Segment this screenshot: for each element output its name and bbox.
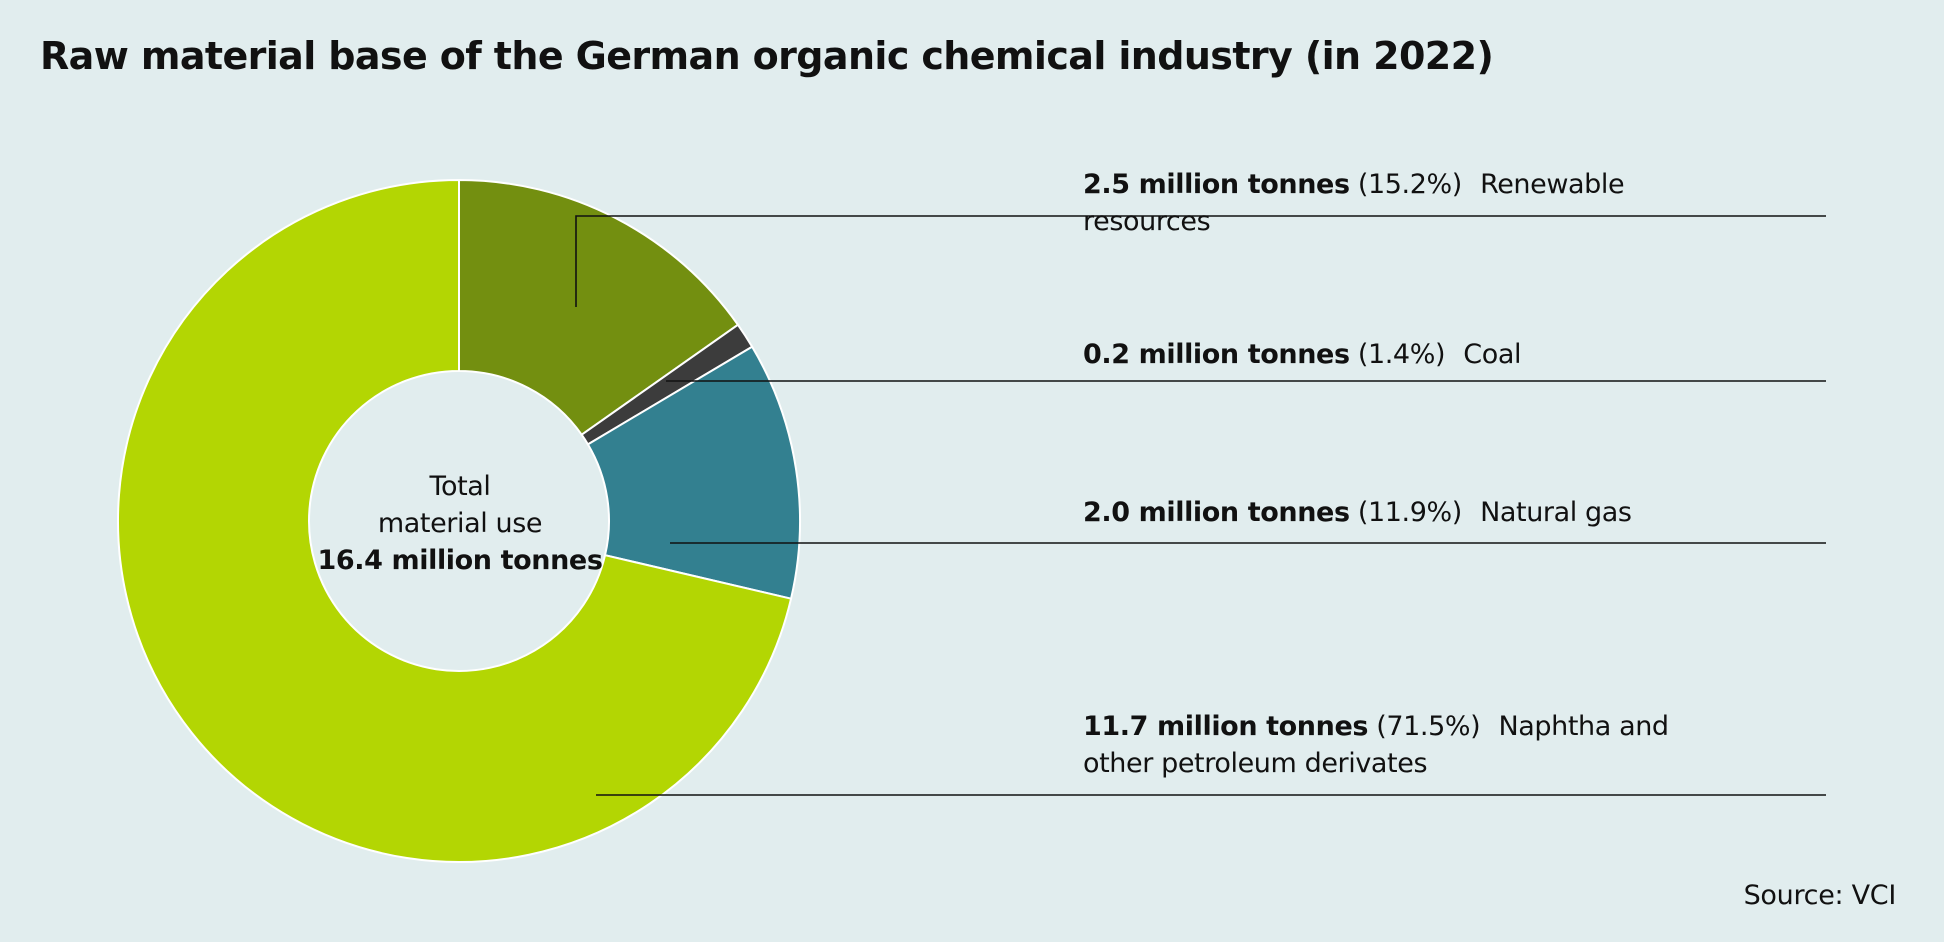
legend-value: 0.2 million tonnes: [1083, 339, 1350, 370]
legend-entry-coal: 0.2 million tonnes (1.4%) Coal: [1083, 336, 1522, 373]
legend-name: Renewable resources: [1083, 169, 1625, 237]
legend-name: Coal: [1463, 339, 1522, 370]
legend-value: 11.7 million tonnes: [1083, 711, 1369, 742]
legend-entry-renewable: 2.5 million tonnes (15.2%) Renewable res…: [1083, 166, 1743, 240]
legend-percent: (11.9%): [1357, 497, 1462, 528]
legend-name: Natural gas: [1480, 497, 1632, 528]
legend-entry-natural-gas: 2.0 million tonnes (11.9%) Natural gas: [1083, 494, 1632, 531]
source-note: Source: VCI: [1743, 880, 1897, 911]
legend-name: Naphtha and other petroleum derivates: [1083, 711, 1669, 779]
legend-value: 2.0 million tonnes: [1083, 497, 1350, 528]
legend-value: 2.5 million tonnes: [1083, 169, 1350, 200]
leader-lines: [575, 215, 1826, 796]
center-total-value: 16.4 million tonnes: [317, 545, 603, 576]
legend-percent: (15.2%): [1357, 169, 1462, 200]
slice-renewable: [458, 178, 740, 437]
legend-percent: (1.4%): [1357, 339, 1446, 370]
center-label-line2: material use: [377, 508, 543, 539]
legend-percent: (71.5%): [1376, 711, 1481, 742]
slice-natural-gas: [586, 345, 801, 600]
center-label-line1: Total: [429, 471, 491, 502]
slice-naphtha: [117, 178, 793, 863]
chart-title: Raw material base of the German organic …: [40, 34, 1494, 78]
donut-slices: [117, 178, 801, 863]
center-label: Total material use 16.4 million tonnes: [310, 468, 610, 579]
leader-line-renewable: [575, 215, 1826, 307]
legend-entry-naphtha: 11.7 million tonnes (71.5%) Naphtha and …: [1083, 708, 1743, 782]
